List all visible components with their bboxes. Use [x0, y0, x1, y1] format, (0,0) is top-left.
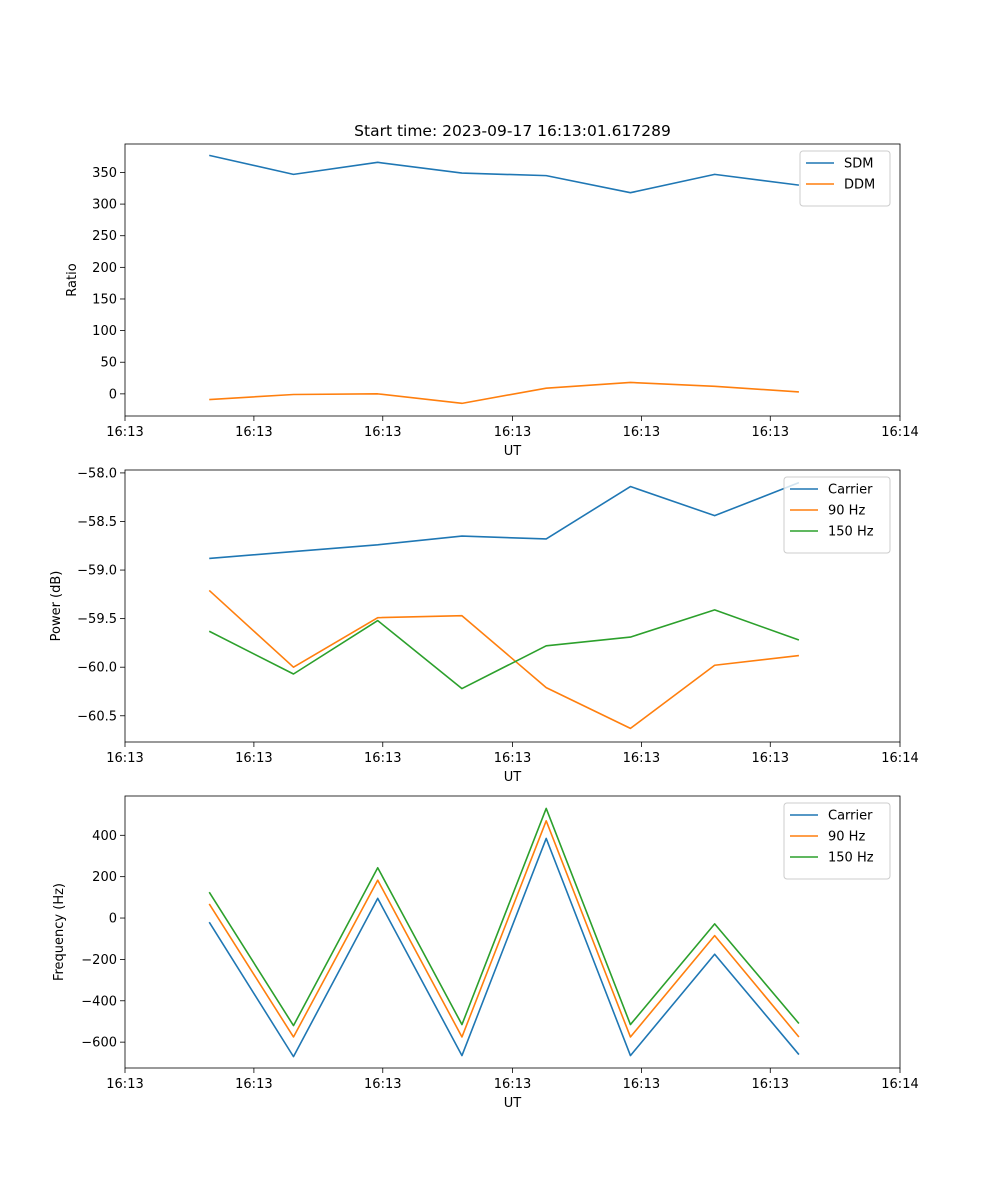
- y-tick-label: 0: [109, 912, 117, 927]
- x-tick-label: 16:13: [494, 425, 531, 440]
- y-tick-label: 150: [92, 292, 117, 307]
- x-tick-label: 16:13: [235, 425, 272, 440]
- y-tick-label: 100: [92, 324, 117, 339]
- y-tick-label: −58.0: [77, 466, 117, 481]
- legend-box: [783, 802, 891, 880]
- legend-label: Carrier: [828, 483, 873, 498]
- x-tick-label: 16:13: [752, 425, 789, 440]
- x-tick-label: 16:13: [364, 751, 401, 766]
- x-tick-label: 16:13: [364, 425, 401, 440]
- legend-box: [799, 150, 891, 207]
- legend-box: [783, 476, 891, 554]
- series-line-90-hz: [208, 820, 800, 1038]
- legend-label: 90 Hz: [828, 504, 865, 519]
- series-line-sdm: [209, 154, 800, 194]
- series-line-ddm: [209, 381, 799, 405]
- x-tick-label: 16:14: [881, 425, 918, 440]
- legend-label: SDM: [844, 157, 873, 172]
- x-tick-label: 16:13: [494, 751, 531, 766]
- x-tick-label: 16:13: [106, 751, 143, 766]
- y-axis-label: Power (dB): [49, 571, 64, 642]
- x-tick-label: 16:13: [623, 751, 660, 766]
- x-tick-label: 16:14: [881, 1077, 918, 1092]
- x-tick-label: 16:13: [235, 1077, 272, 1092]
- x-tick-label: 16:13: [623, 425, 660, 440]
- x-tick-label: 16:13: [623, 1077, 660, 1092]
- y-tick-label: −200: [81, 953, 117, 968]
- x-tick-label: 16:13: [494, 1077, 531, 1092]
- legend-label: 150 Hz: [828, 525, 874, 540]
- legend-label: Carrier: [828, 809, 873, 824]
- y-tick-label: 0: [109, 387, 117, 402]
- y-tick-label: 200: [92, 261, 117, 276]
- series-line-150-hz: [208, 807, 800, 1027]
- series-line-carrier: [208, 837, 800, 1058]
- x-axis-label: UT: [504, 770, 522, 785]
- y-tick-label: 250: [92, 229, 117, 244]
- subplot-1: 16:13 16:13 16:13 16:13 16:13 16:13 16:14 0 50 10…: [65, 143, 919, 459]
- y-tick-label: 200: [92, 870, 117, 885]
- y-tick-label: −600: [81, 1036, 117, 1051]
- legend-label: DDM: [844, 178, 875, 193]
- series-line-carrier: [209, 481, 800, 560]
- legend: Carrier 90 Hz 150 Hz: [783, 802, 891, 880]
- charts-container: 16:13 16:13 16:13 16:13 16:13 16:13 16:14 0 50 10…: [49, 143, 919, 1111]
- subplot-3: 16:13 16:13 16:13 16:13 16:13 16:13 16:14 −600 −…: [52, 795, 919, 1111]
- y-tick-label: −59.0: [77, 564, 117, 579]
- x-tick-label: 16:13: [106, 425, 143, 440]
- series-line-90-hz: [208, 589, 800, 730]
- y-tick-label: 350: [92, 166, 117, 181]
- y-axis-label: Ratio: [65, 263, 80, 296]
- y-tick-label: −60.5: [77, 709, 117, 724]
- y-tick-label: −58.5: [77, 515, 117, 530]
- legend: Carrier 90 Hz 150 Hz: [783, 476, 891, 554]
- legend-label: 150 Hz: [828, 851, 874, 866]
- x-tick-label: 16:14: [881, 751, 918, 766]
- y-tick-label: −60.0: [77, 661, 117, 676]
- x-tick-label: 16:13: [235, 751, 272, 766]
- chart-title: Start time: 2023-09-17 16:13:01.617289: [354, 122, 671, 140]
- y-axis-label: Frequency (Hz): [52, 883, 67, 981]
- x-tick-label: 16:13: [752, 1077, 789, 1092]
- series-line-150-hz: [208, 609, 800, 690]
- legend-label: 90 Hz: [828, 830, 865, 845]
- x-axis-label: UT: [504, 444, 522, 459]
- y-tick-label: 50: [100, 356, 117, 371]
- subplot-2: 16:13 16:13 16:13 16:13 16:13 16:13 16:14 −60.5…: [49, 466, 919, 785]
- y-tick-label: 300: [92, 198, 117, 213]
- x-tick-label: 16:13: [364, 1077, 401, 1092]
- x-tick-label: 16:13: [752, 751, 789, 766]
- x-axis-label: UT: [504, 1096, 522, 1111]
- x-tick-label: 16:13: [106, 1077, 143, 1092]
- y-tick-label: −400: [81, 994, 117, 1009]
- y-tick-label: 400: [92, 829, 117, 844]
- legend: SDM DDM: [799, 150, 891, 207]
- y-tick-label: −59.5: [77, 612, 117, 627]
